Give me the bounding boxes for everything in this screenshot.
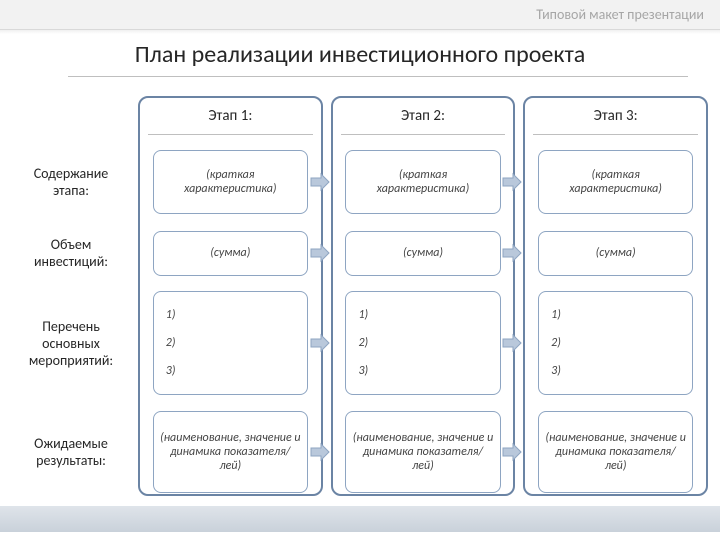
row-label-list: Перечень основных мероприятий: bbox=[12, 288, 130, 398]
arrow-icon bbox=[310, 243, 330, 263]
row-label-content: Содержание этапа: bbox=[12, 146, 130, 218]
list-item: 2) bbox=[551, 336, 680, 350]
slide-title: План реализации инвестиционного проекта bbox=[0, 40, 720, 75]
arrow-icon bbox=[502, 333, 522, 353]
list-item: 3) bbox=[551, 364, 680, 378]
stage-2-result-box: (наименование, значение и динамика показ… bbox=[345, 411, 500, 494]
stage-2-invest-cell: (сумма) bbox=[331, 228, 516, 278]
list-item: 1) bbox=[166, 308, 295, 322]
stage-1-result-cell: (наименование, значение и динамика показ… bbox=[138, 408, 323, 496]
stage-3-content-text: (краткая характеристика) bbox=[545, 168, 686, 196]
stage-1-content-text: (краткая характеристика) bbox=[160, 168, 301, 196]
stage-1-list-box: 1) 2) 3) bbox=[153, 291, 308, 394]
stage-1-content-cell: (краткая характеристика) bbox=[138, 146, 323, 218]
list-item: 2) bbox=[358, 336, 487, 350]
header-bar: Типовой макет презентации bbox=[0, 0, 720, 30]
stage-3-header: Этап 3: bbox=[523, 96, 708, 136]
arrow-icon bbox=[310, 442, 330, 462]
stage-3-result-text: (наименование, значение и динамика показ… bbox=[545, 431, 686, 473]
stage-1-content-box: (краткая характеристика) bbox=[153, 150, 308, 215]
stage-2-content-text: (краткая характеристика) bbox=[352, 168, 493, 196]
stage-3-list-cell: 1) 2) 3) bbox=[523, 288, 708, 398]
arrow-icon bbox=[502, 172, 522, 192]
header-subtitle: Типовой макет презентации bbox=[536, 6, 704, 23]
plan-grid: Этап 1: Этап 2: Этап 3: Содержание этапа… bbox=[12, 96, 708, 496]
stage-2-invest-text: (сумма) bbox=[403, 246, 443, 260]
stage-2-list-cell: 1) 2) 3) bbox=[331, 288, 516, 398]
title-underline bbox=[68, 76, 688, 77]
stage-3-result-box: (наименование, значение и динамика показ… bbox=[538, 411, 693, 494]
stage-3-invest-cell: (сумма) bbox=[523, 228, 708, 278]
arrow-icon bbox=[310, 333, 330, 353]
stage-1-header: Этап 1: bbox=[138, 96, 323, 136]
stage-3-content-cell: (краткая характеристика) bbox=[523, 146, 708, 218]
header-shadow bbox=[0, 30, 720, 34]
stage-1-result-text: (наименование, значение и динамика показ… bbox=[160, 431, 301, 473]
footer-bar bbox=[0, 506, 720, 532]
list-item: 1) bbox=[358, 308, 487, 322]
arrow-icon bbox=[502, 442, 522, 462]
row-label-invest: Объем инвестиций: bbox=[12, 228, 130, 278]
stage-3-invest-text: (сумма) bbox=[596, 246, 636, 260]
stage-1-invest-box: (сумма) bbox=[153, 231, 308, 276]
stage-2-header: Этап 2: bbox=[331, 96, 516, 136]
stage-1-list-cell: 1) 2) 3) bbox=[138, 288, 323, 398]
stage-3-invest-box: (сумма) bbox=[538, 231, 693, 276]
stage-1-invest-text: (сумма) bbox=[210, 246, 250, 260]
row-label-result: Ожидаемые результаты: bbox=[12, 408, 130, 496]
list-item: 3) bbox=[166, 364, 295, 378]
list-item: 1) bbox=[551, 308, 680, 322]
stage-3-list-box: 1) 2) 3) bbox=[538, 291, 693, 394]
stage-2-list-box: 1) 2) 3) bbox=[345, 291, 500, 394]
list-item: 3) bbox=[358, 364, 487, 378]
stage-2-content-box: (краткая характеристика) bbox=[345, 150, 500, 215]
list-item: 2) bbox=[166, 336, 295, 350]
arrow-icon bbox=[502, 243, 522, 263]
stage-1-result-box: (наименование, значение и динамика показ… bbox=[153, 411, 308, 494]
stage-3-content-box: (краткая характеристика) bbox=[538, 150, 693, 215]
stage-3-result-cell: (наименование, значение и динамика показ… bbox=[523, 408, 708, 496]
blank-corner bbox=[12, 96, 130, 136]
stage-2-content-cell: (краткая характеристика) bbox=[331, 146, 516, 218]
stage-2-result-text: (наименование, значение и динамика показ… bbox=[352, 431, 493, 473]
arrow-icon bbox=[310, 172, 330, 192]
stage-1-invest-cell: (сумма) bbox=[138, 228, 323, 278]
stage-2-invest-box: (сумма) bbox=[345, 231, 500, 276]
stage-2-result-cell: (наименование, значение и динамика показ… bbox=[331, 408, 516, 496]
